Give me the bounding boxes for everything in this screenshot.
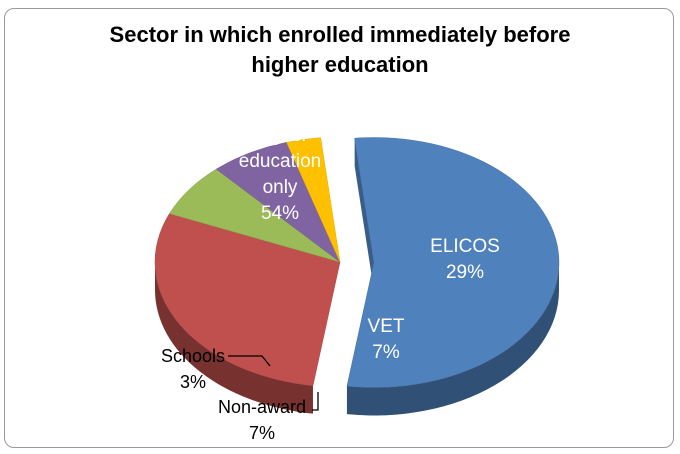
- non-award-leader-line: [312, 392, 319, 411]
- chart-title: Sector in which enrolled immediately bef…: [0, 20, 680, 80]
- pie-slice-higher-education-only: [346, 137, 560, 388]
- chart-title-line2: higher education: [251, 52, 429, 77]
- slice-higher-education-only-label: Higher: [252, 125, 309, 146]
- slice-higher-education-only-label: education: [239, 151, 321, 172]
- slice-non-award-label: Non-award: [218, 397, 306, 417]
- pie-slice-side: [155, 262, 313, 414]
- slice-higher-education-only-label: only: [263, 177, 298, 198]
- chart-title-line1: Sector in which enrolled immediately bef…: [109, 22, 571, 47]
- schools-leader-line: [228, 355, 271, 367]
- slice-vet-value: 7%: [372, 342, 400, 363]
- slice-elicos-value: 29%: [446, 262, 484, 283]
- pie-slice-elicos: [154, 213, 341, 386]
- chart-area: [4, 8, 674, 448]
- slice-schools-value: 3%: [180, 372, 206, 392]
- pie-slice-schools: [286, 137, 341, 263]
- slice-schools-label: Schools: [161, 346, 225, 366]
- pie-slice-side: [346, 262, 559, 416]
- slice-higher-education-only-value: 54%: [261, 203, 299, 224]
- slice-elicos-label: ELICOS: [430, 236, 500, 257]
- slice-non-award-value: 7%: [249, 423, 275, 443]
- pie-tops: [154, 137, 560, 388]
- pie-labels: Higher education only 54% ELICOS 29% VET 7% Scho…: [161, 125, 500, 443]
- slice-vet-label: VET: [368, 316, 405, 337]
- pie-slice-wall: [354, 138, 374, 291]
